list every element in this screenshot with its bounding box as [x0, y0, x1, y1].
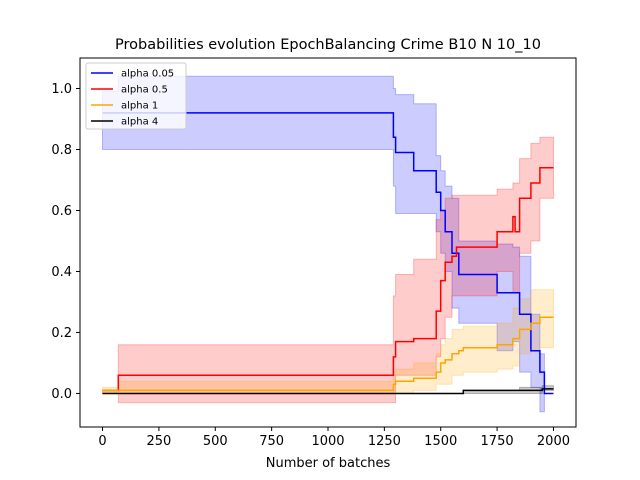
- x-tick-label: 1500: [424, 434, 457, 449]
- series-line-alpha-4: [102, 388, 554, 395]
- x-axis-ticks: 0 250 500 750 1000 1250 1500 1750 2000: [98, 427, 570, 449]
- x-tick-label: 750: [259, 434, 284, 449]
- x-tick-label: 1250: [368, 434, 401, 449]
- y-axis-ticks: 0.0 0.2 0.4 0.6 0.8 1.0: [51, 82, 80, 402]
- x-tick-label: 2000: [537, 434, 570, 449]
- x-axis-label: Number of batches: [266, 456, 391, 471]
- legend-box: [85, 62, 187, 130]
- x-tick-label: 1750: [481, 434, 514, 449]
- x-tick-label: 0: [98, 434, 106, 449]
- legend-label-alpha-0-5: alpha 0.5: [121, 85, 168, 96]
- series-line-alpha-0-05: [102, 112, 554, 395]
- legend-label-alpha-4: alpha 4: [121, 117, 158, 128]
- y-tick-label: 0.2: [51, 326, 72, 341]
- x-tick-label: 250: [146, 434, 171, 449]
- band-alpha-0-5: [102, 136, 554, 404]
- y-tick-label: 0.4: [51, 265, 72, 280]
- legend-label-alpha-1: alpha 1: [121, 101, 158, 112]
- y-tick-label: 0.8: [51, 143, 72, 158]
- series-line-alpha-1: [102, 316, 554, 392]
- y-tick-label: 0.6: [51, 204, 72, 219]
- legend-label-alpha-0-05: alpha 0.05: [121, 69, 174, 80]
- y-tick-label: 0.0: [51, 387, 72, 402]
- series-line-alpha-0-5: [102, 167, 554, 392]
- x-tick-label: 500: [203, 434, 228, 449]
- legend: alpha 0.05 alpha 0.5 alpha 1 alpha 4: [85, 62, 187, 130]
- series-lines: [102, 112, 554, 395]
- x-tick-label: 1000: [311, 434, 344, 449]
- y-tick-label: 1.0: [51, 82, 72, 97]
- chart-title: Probabilities evolution EpochBalancing C…: [115, 37, 541, 53]
